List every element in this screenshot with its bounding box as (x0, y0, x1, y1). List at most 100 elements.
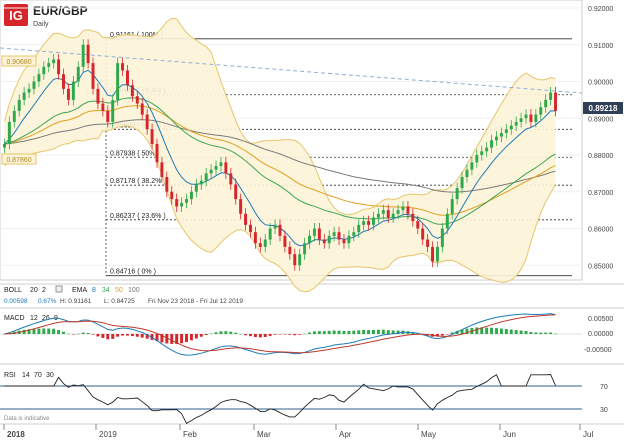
stat-change: 0.00598 (4, 298, 28, 305)
candle-body (150, 129, 154, 144)
macd-bar (485, 327, 489, 334)
candle-body (47, 63, 51, 67)
left-label-upper (1, 55, 37, 67)
ema-p2: 34 (102, 287, 110, 294)
rsi-ytick-70: 70 (600, 384, 608, 391)
rsi-p3: 30 (46, 372, 54, 379)
time-tick-label: May (421, 430, 436, 439)
candle-body (17, 99, 21, 111)
macd-bar (450, 332, 454, 334)
left-band-labels: 0.90680 0.87860 (1, 55, 37, 165)
macd-bar (475, 327, 479, 334)
candle-body (204, 173, 208, 181)
macd-bar (445, 334, 449, 335)
candle-body (549, 92, 553, 100)
candle-body (263, 239, 267, 247)
macd-bar (312, 331, 316, 334)
candle-body (352, 232, 356, 236)
time-tick-label: Mar (257, 430, 271, 439)
candle-body (66, 88, 70, 100)
candle-body (455, 188, 459, 200)
ema-100-line (4, 119, 556, 193)
candle-body (32, 81, 36, 89)
candle-body (194, 184, 198, 192)
candle-body (317, 228, 321, 240)
macd-bar (194, 334, 198, 339)
candle-body (391, 213, 395, 218)
candle-body (229, 173, 233, 185)
boll-label[interactable]: BOLL (4, 287, 22, 294)
rsi-label[interactable]: RSI (4, 372, 16, 379)
candle-body (57, 59, 61, 75)
candle-body (337, 232, 341, 240)
boll-checkbox[interactable] (55, 285, 63, 293)
macd-label[interactable]: MACD (4, 315, 25, 322)
macd-bar (303, 333, 307, 335)
candle-body (495, 136, 498, 141)
macd-bar (253, 334, 257, 338)
macd-bar (514, 330, 518, 334)
macd-bar (342, 331, 346, 334)
candle-body (347, 235, 351, 244)
macd-bar (86, 332, 90, 334)
candle-body (421, 228, 425, 240)
candle-body (303, 243, 307, 255)
candle-body (376, 213, 380, 218)
macd-bar (317, 331, 321, 334)
macd-bar (111, 334, 115, 339)
ema-p3: 50 (115, 287, 123, 294)
candle-body (386, 210, 390, 218)
macd-bar (332, 330, 336, 334)
candle-body (322, 239, 326, 244)
candle-body (278, 224, 282, 236)
candle-body (514, 121, 518, 126)
left-label-lower (1, 153, 37, 165)
candle-body (165, 177, 169, 192)
macd-bar (116, 334, 120, 337)
candle-body (450, 199, 454, 214)
trend-line[interactable] (0, 47, 583, 94)
candle-body (480, 151, 484, 155)
candle-body (411, 213, 415, 222)
candle-body (52, 59, 56, 64)
macd-bar (549, 332, 553, 334)
macd-bar (244, 334, 248, 336)
candle-body (401, 206, 405, 211)
stat-change-pct: 0.67% (38, 298, 57, 305)
left-label-lower-text: 0.87860 (6, 157, 31, 164)
current-price-box (583, 102, 623, 114)
candle-body (519, 118, 523, 122)
price-tick-label: 0.85000 (588, 263, 613, 270)
candle-body (135, 96, 139, 104)
candle-body (234, 184, 238, 200)
candle-body (539, 107, 543, 115)
candle-body (465, 169, 469, 178)
candle-body (175, 199, 179, 207)
candle-body (342, 239, 346, 244)
macd-bar (96, 334, 100, 337)
macd-bar (534, 332, 538, 334)
candle-body (372, 217, 375, 225)
ema-label[interactable]: EMA (72, 287, 88, 294)
macd-bar (519, 330, 523, 334)
macd-bar (308, 332, 311, 334)
candle-body (357, 224, 361, 233)
macd-bar (47, 328, 51, 334)
macd-bar (229, 331, 233, 334)
macd-bar (199, 334, 203, 337)
macd-bar (2, 334, 6, 335)
fib-label: 0.87178 ( 38.2% ) (110, 178, 166, 185)
candle-body (101, 103, 105, 111)
macd-bar (322, 331, 326, 334)
macd-bar (239, 333, 243, 335)
candle-body (7, 121, 11, 144)
macd-p1: 12 (30, 315, 38, 322)
candle-body (130, 85, 134, 97)
macd-bar (185, 334, 188, 342)
symbol-title: EUR/GBP (33, 4, 88, 18)
ig-logo-text: IG (9, 8, 23, 23)
macd-bar (125, 334, 129, 336)
macd-bar (504, 329, 508, 334)
candle-body (116, 63, 120, 100)
time-tick-label: Jun (503, 430, 516, 439)
